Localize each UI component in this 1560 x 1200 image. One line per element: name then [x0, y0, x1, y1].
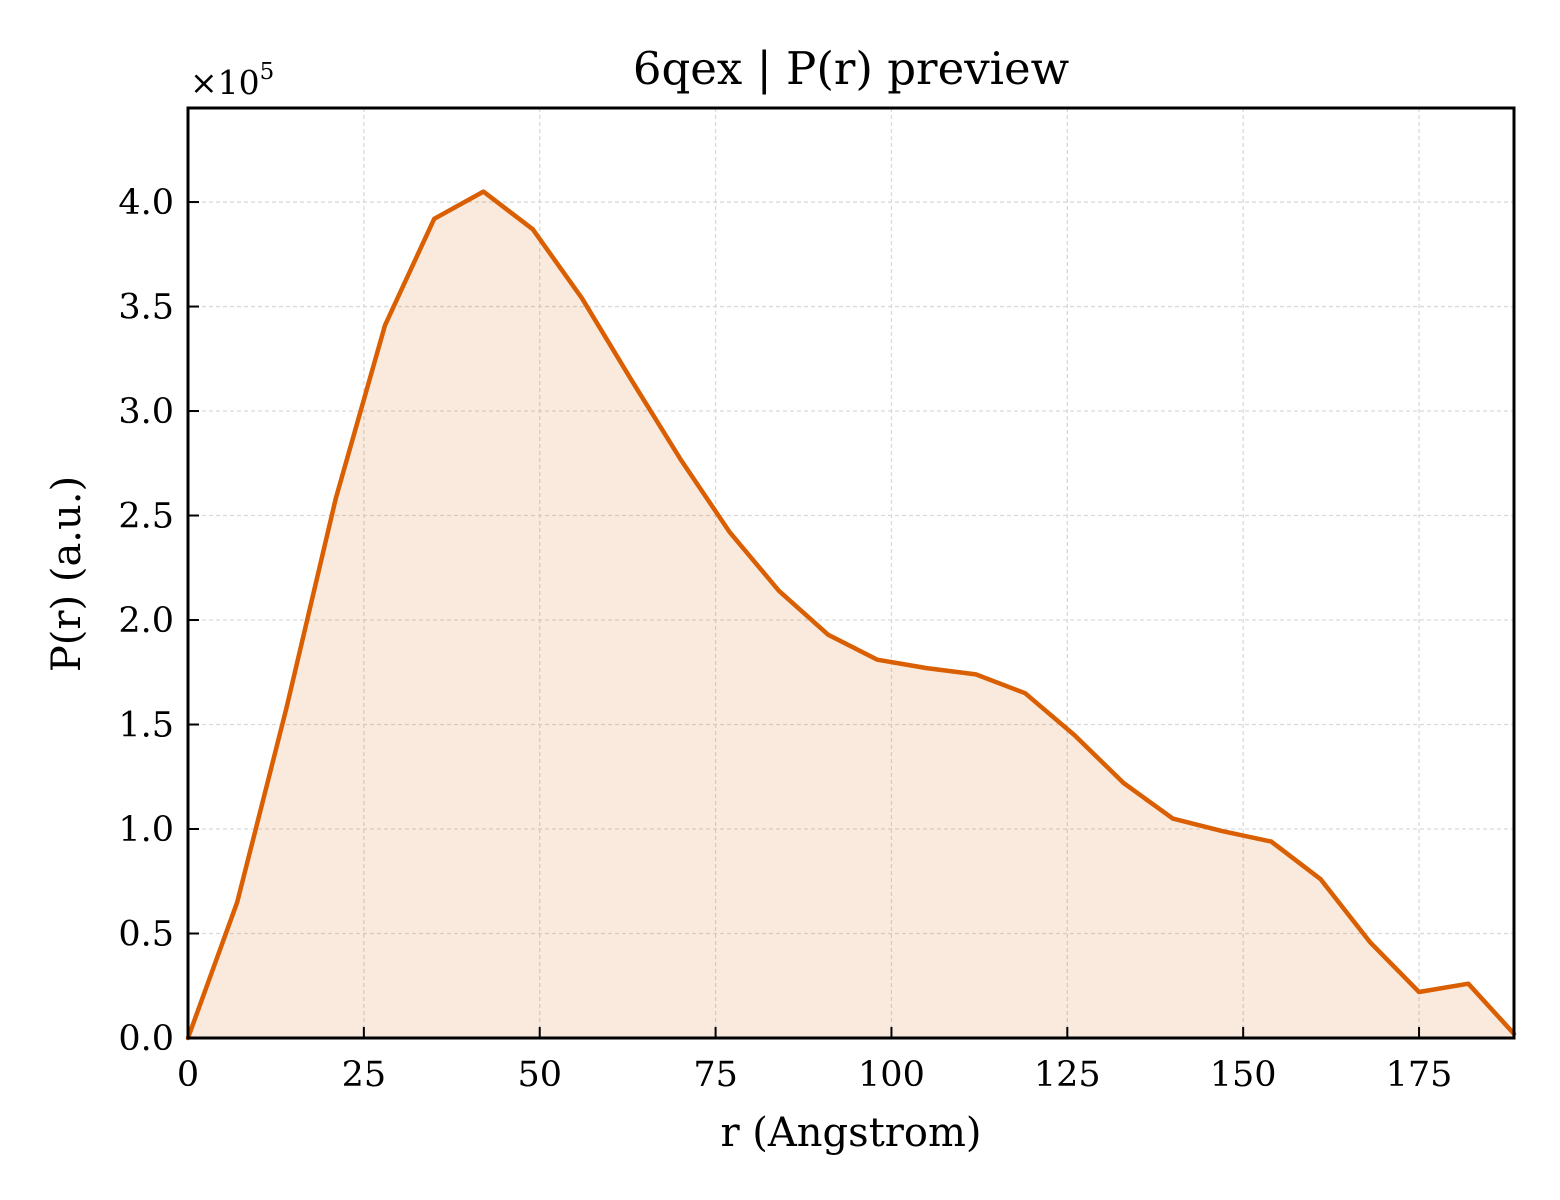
pr-curve-line: [185, 189, 1517, 1041]
plot-frame: [186, 106, 1516, 1040]
y-tick-label: 2.0: [118, 601, 174, 641]
x-tick-label: 150: [1210, 1055, 1277, 1095]
y-axis-label: P(r) (a.u.): [44, 476, 90, 672]
y-tick-label: 1.0: [118, 810, 174, 850]
chart-title: 6qex | P(r) preview: [633, 42, 1069, 95]
y-tick-label: 1.5: [118, 706, 174, 746]
y-tick-label: 2.5: [118, 497, 174, 537]
y-tick-label: 3.0: [118, 392, 174, 432]
x-tick-label: 25: [342, 1055, 387, 1095]
x-tick-label: 50: [517, 1055, 562, 1095]
x-tick-label: 75: [693, 1055, 738, 1095]
x-tick-label: 175: [1386, 1055, 1453, 1095]
y-axis-multiplier-exponent: 5: [260, 59, 275, 85]
x-tick-label: 0: [177, 1055, 199, 1095]
y-axis-multiplier: ×105: [190, 59, 274, 102]
x-axis-label: r (Angstrom): [720, 1110, 981, 1156]
y-tick-label: 3.5: [118, 288, 174, 328]
grid-lines: [188, 108, 1514, 1038]
y-tick-label: 4.0: [118, 183, 174, 223]
y-tick-label: 0.5: [118, 915, 174, 955]
y-tick-label: 0.0: [118, 1019, 174, 1059]
x-tick-label: 100: [858, 1055, 925, 1095]
y-axis-ticks: 0.0 0.5 1.0 1.5 2.0 2.5 3.0 3.5 4.0: [118, 183, 199, 1059]
x-axis-ticks: 0 25 50 75 100 125 150 175: [177, 1027, 1453, 1095]
y-axis-multiplier-base: ×10: [190, 63, 260, 102]
pr-area-fill: [188, 191, 1514, 1039]
x-tick-label: 125: [1034, 1055, 1101, 1095]
